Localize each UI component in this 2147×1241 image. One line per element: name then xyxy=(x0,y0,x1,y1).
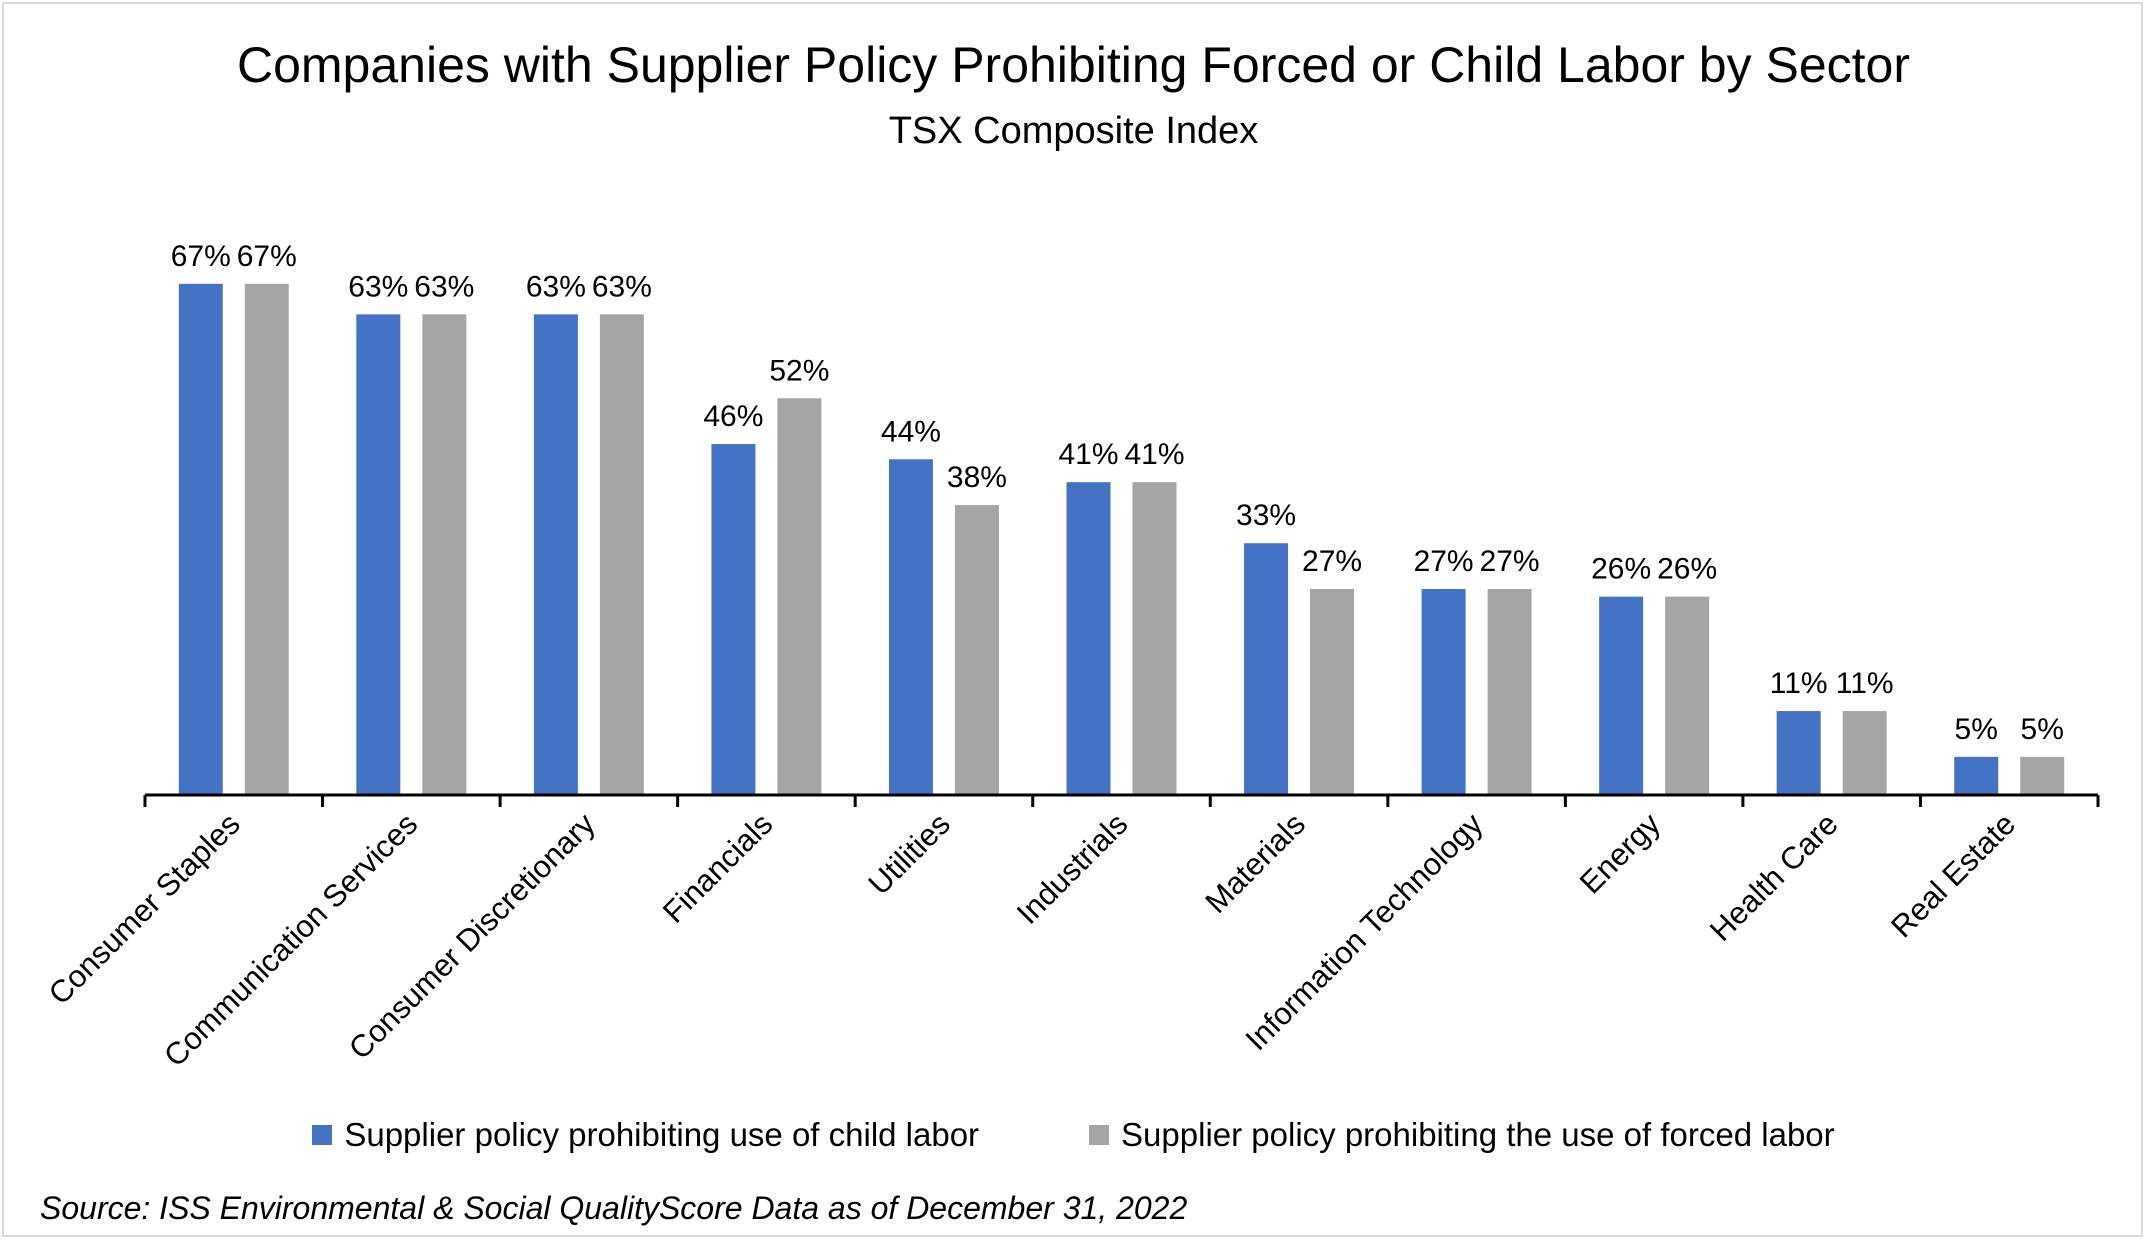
data-label-health-care-series-2: 11% xyxy=(1836,667,1894,700)
data-label-energy-series-1: 26% xyxy=(1591,553,1651,586)
bar-information-technology-series-1 xyxy=(1421,589,1466,795)
category-label-financials: Financials xyxy=(656,806,779,929)
bar-consumer-discretionary-series-2 xyxy=(599,314,644,795)
bar-health-care-series-1 xyxy=(1776,711,1821,795)
legend: Supplier policy prohibiting use of child… xyxy=(0,1116,2147,1154)
category-label-real-estate: Real Estate xyxy=(1884,806,2022,944)
bar-communication-services-series-2 xyxy=(422,314,467,795)
bar-real-estate-series-2 xyxy=(2020,756,2065,795)
data-label-real-estate-series-2: 5% xyxy=(2021,713,2064,746)
bar-communication-services-series-1 xyxy=(356,314,401,795)
bar-consumer-discretionary-series-1 xyxy=(533,314,578,795)
bar-industrials-series-2 xyxy=(1132,482,1177,795)
data-label-financials-series-2: 52% xyxy=(769,354,829,387)
chart-subtitle: TSX Composite Index xyxy=(888,110,1259,152)
bar-utilities-series-1 xyxy=(888,459,933,795)
category-label-utilities: Utilities xyxy=(862,806,957,901)
category-label-consumer-staples: Consumer Staples xyxy=(42,806,247,1011)
data-label-materials-series-2: 27% xyxy=(1302,545,1362,578)
data-label-consumer-staples-series-2: 67% xyxy=(237,240,297,273)
bar-consumer-staples-series-2 xyxy=(244,283,289,795)
data-label-communication-services-series-1: 63% xyxy=(348,270,408,303)
legend-label-child-labor: Supplier policy prohibiting use of child… xyxy=(344,1116,980,1153)
bar-information-technology-series-2 xyxy=(1487,589,1532,795)
bar-materials-series-2 xyxy=(1310,589,1355,795)
bar-materials-series-1 xyxy=(1244,543,1289,795)
legend-swatch-forced-labor xyxy=(1089,1125,1110,1145)
bar-financials-series-1 xyxy=(711,444,756,795)
data-label-real-estate-series-1: 5% xyxy=(1955,713,1998,746)
data-label-consumer-staples-series-1: 67% xyxy=(171,240,231,273)
data-label-consumer-discretionary-series-1: 63% xyxy=(526,270,586,303)
category-label-materials: Materials xyxy=(1198,806,1312,920)
data-label-energy-series-2: 26% xyxy=(1657,553,1717,586)
data-label-utilities-series-2: 38% xyxy=(947,461,1007,494)
bar-industrials-series-1 xyxy=(1066,482,1111,795)
bar-energy-series-1 xyxy=(1599,596,1644,795)
chart-title: Companies with Supplier Policy Prohibiti… xyxy=(236,37,1911,93)
category-label-energy: Energy xyxy=(1573,806,1668,901)
data-label-industrials-series-1: 41% xyxy=(1058,438,1118,471)
data-label-information-technology-series-1: 27% xyxy=(1414,545,1474,578)
source-note: Source: ISS Environmental & Social Quali… xyxy=(40,1190,1188,1226)
bar-real-estate-series-1 xyxy=(1954,756,1999,795)
category-label-industrials: Industrials xyxy=(1010,806,1135,931)
legend-item-forced-labor: Supplier policy prohibiting the use of f… xyxy=(1089,1116,1835,1154)
data-label-communication-services-series-2: 63% xyxy=(414,270,474,303)
bar-financials-series-2 xyxy=(777,398,822,795)
data-label-utilities-series-1: 44% xyxy=(881,415,941,448)
legend-swatch-child-labor xyxy=(312,1125,333,1145)
category-label-health-care: Health Care xyxy=(1703,806,1845,948)
data-label-industrials-series-2: 41% xyxy=(1124,438,1184,471)
data-label-financials-series-1: 46% xyxy=(703,400,763,433)
bar-utilities-series-2 xyxy=(954,505,999,795)
bar-consumer-staples-series-1 xyxy=(178,283,223,795)
data-label-consumer-discretionary-series-2: 63% xyxy=(592,270,652,303)
bar-energy-series-2 xyxy=(1665,596,1710,795)
data-label-information-technology-series-2: 27% xyxy=(1480,545,1540,578)
bar-health-care-series-2 xyxy=(1842,711,1887,795)
legend-label-forced-labor: Supplier policy prohibiting the use of f… xyxy=(1121,1116,1835,1153)
legend-item-child-labor: Supplier policy prohibiting use of child… xyxy=(312,1116,979,1154)
data-label-materials-series-1: 33% xyxy=(1236,499,1296,532)
data-label-health-care-series-1: 11% xyxy=(1770,667,1828,700)
